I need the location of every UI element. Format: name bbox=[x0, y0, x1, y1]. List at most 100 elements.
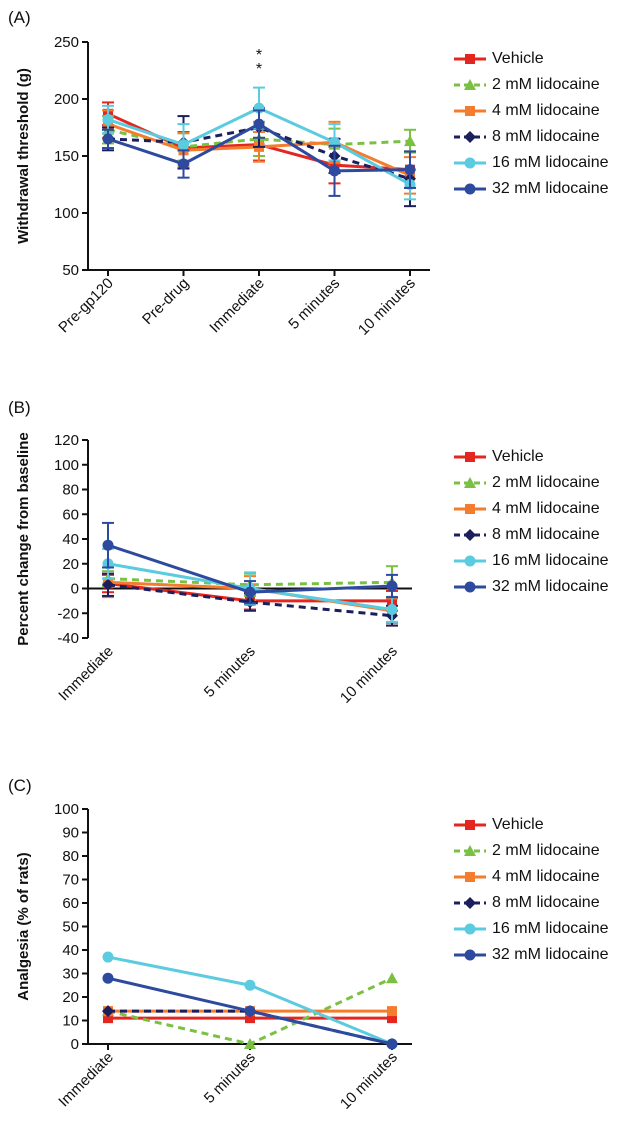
y-tick-label: 0 bbox=[71, 1036, 79, 1053]
y-tick-label: 10 bbox=[62, 1013, 79, 1030]
legend-swatch bbox=[454, 949, 486, 961]
panel-label: (A) bbox=[8, 8, 31, 27]
panel-c: (C) 0 10 20 30 40 50 60 70 80 90 100 Immediate 5 min… bbox=[0, 776, 630, 1131]
data-point bbox=[102, 539, 114, 551]
y-tick-label: 60 bbox=[62, 506, 79, 523]
y-tick-label: 200 bbox=[54, 91, 79, 108]
legend-label: Vehicle bbox=[492, 50, 544, 67]
panel-a: (A) 50 100 150 200 250 Pre-gp120 Pre-drug Immed… bbox=[0, 8, 630, 348]
chart-a: 50 100 150 200 250 Pre-gp120 Pre-drug Immediate… bbox=[15, 34, 430, 339]
legend-marker bbox=[464, 845, 476, 856]
legend-swatch bbox=[454, 106, 486, 116]
y-tick-label: 150 bbox=[54, 148, 79, 165]
legend-swatch bbox=[454, 79, 486, 90]
x-tick-label: Immediate bbox=[206, 275, 268, 337]
legend-swatch bbox=[454, 820, 486, 830]
y-axis-label: Analgesia (% of rats) bbox=[15, 852, 32, 1000]
legend-marker bbox=[464, 79, 476, 90]
legend-swatch bbox=[454, 923, 486, 935]
legend-swatch bbox=[454, 183, 486, 195]
data-point bbox=[404, 164, 416, 176]
data-point bbox=[387, 1013, 397, 1024]
series-line bbox=[107, 125, 411, 181]
legend-label: 8 mM lidocaine bbox=[492, 128, 600, 145]
panel-label: (C) bbox=[8, 776, 32, 795]
data-point bbox=[329, 165, 340, 177]
y-tick-label: 50 bbox=[62, 919, 79, 936]
legend-swatch bbox=[454, 452, 486, 462]
y-tick-label: -20 bbox=[57, 605, 79, 622]
legend-label: 32 mM lidocaine bbox=[492, 946, 609, 963]
series-line bbox=[107, 955, 393, 1046]
y-tick-label: 20 bbox=[62, 989, 79, 1006]
data-point bbox=[244, 1038, 256, 1049]
y-tick-label: 100 bbox=[54, 205, 79, 222]
y-tick-label: 90 bbox=[62, 825, 79, 842]
data-point bbox=[404, 135, 416, 147]
legend-swatch bbox=[454, 529, 486, 541]
legend-marker bbox=[464, 157, 476, 169]
legend-marker bbox=[465, 452, 475, 462]
legend-marker bbox=[464, 529, 476, 541]
legend-marker bbox=[464, 477, 476, 488]
legend-label: 16 mM lidocaine bbox=[492, 920, 609, 937]
legend-swatch bbox=[454, 54, 486, 64]
legend-label: 32 mM lidocaine bbox=[492, 180, 609, 197]
y-tick-label: 80 bbox=[62, 482, 79, 499]
chart-c: 0 10 20 30 40 50 60 70 80 90 100 Immediate 5 minutes… bbox=[15, 801, 412, 1113]
data-point bbox=[244, 979, 256, 991]
data-point bbox=[244, 1005, 256, 1017]
legend-marker bbox=[464, 949, 476, 961]
legend-marker bbox=[464, 183, 476, 195]
x-tick-label: Immediate bbox=[55, 643, 117, 705]
y-tick-label: 30 bbox=[62, 966, 79, 983]
legend-label: 16 mM lidocaine bbox=[492, 154, 609, 171]
x-tick-label: 5 minutes bbox=[201, 1049, 259, 1107]
y-tick-label: 40 bbox=[62, 531, 79, 548]
legend-swatch bbox=[454, 504, 486, 514]
x-tick-label: Immediate bbox=[55, 1049, 117, 1111]
y-tick-label: 80 bbox=[62, 848, 79, 865]
panel-b: (B) -40 -20 0 20 40 60 80 100 120 Immediate 5 minu… bbox=[0, 398, 630, 738]
data-point bbox=[386, 972, 398, 984]
y-tick-label: 40 bbox=[62, 942, 79, 959]
legend-swatch bbox=[454, 477, 486, 488]
x-tick-label: Pre-gp120 bbox=[55, 275, 117, 337]
legend-marker bbox=[465, 54, 475, 64]
y-tick-label: 50 bbox=[62, 262, 79, 279]
y-tick-label: 0 bbox=[71, 581, 79, 598]
significance-annotation: * bbox=[256, 61, 262, 78]
legend-label: Vehicle bbox=[492, 448, 544, 465]
x-tick-label: 5 minutes bbox=[285, 275, 343, 333]
y-tick-label: 70 bbox=[62, 872, 79, 889]
legend-label: Vehicle bbox=[492, 816, 544, 833]
legend-swatch bbox=[454, 872, 486, 882]
legend-marker bbox=[464, 555, 476, 567]
data-point bbox=[102, 951, 114, 963]
legend-swatch bbox=[454, 581, 486, 593]
legend-marker bbox=[464, 897, 476, 909]
legend-marker bbox=[465, 504, 475, 514]
legend-marker bbox=[464, 923, 476, 935]
y-tick-label: 100 bbox=[54, 801, 79, 818]
data-point bbox=[102, 114, 114, 126]
x-tick-label: 5 minutes bbox=[201, 643, 259, 701]
x-tick-label: 10 minutes bbox=[355, 275, 419, 339]
data-point bbox=[245, 1013, 255, 1024]
data-point bbox=[102, 578, 114, 591]
data-point bbox=[253, 118, 265, 130]
legend-swatch bbox=[454, 897, 486, 909]
y-axis-label: Percent change from baseline bbox=[15, 432, 32, 645]
legend-label: 32 mM lidocaine bbox=[492, 578, 609, 595]
legend-label: 8 mM lidocaine bbox=[492, 894, 600, 911]
y-tick-label: 20 bbox=[62, 556, 79, 573]
legend-marker bbox=[464, 131, 476, 143]
legend-label: 4 mM lidocaine bbox=[492, 500, 600, 517]
data-point bbox=[102, 133, 114, 145]
legend-swatch bbox=[454, 555, 486, 567]
data-point bbox=[386, 580, 398, 592]
legend-marker bbox=[465, 820, 475, 830]
x-tick-label: 10 minutes bbox=[337, 643, 401, 707]
legend-marker bbox=[464, 581, 476, 593]
y-tick-label: 60 bbox=[62, 895, 79, 912]
